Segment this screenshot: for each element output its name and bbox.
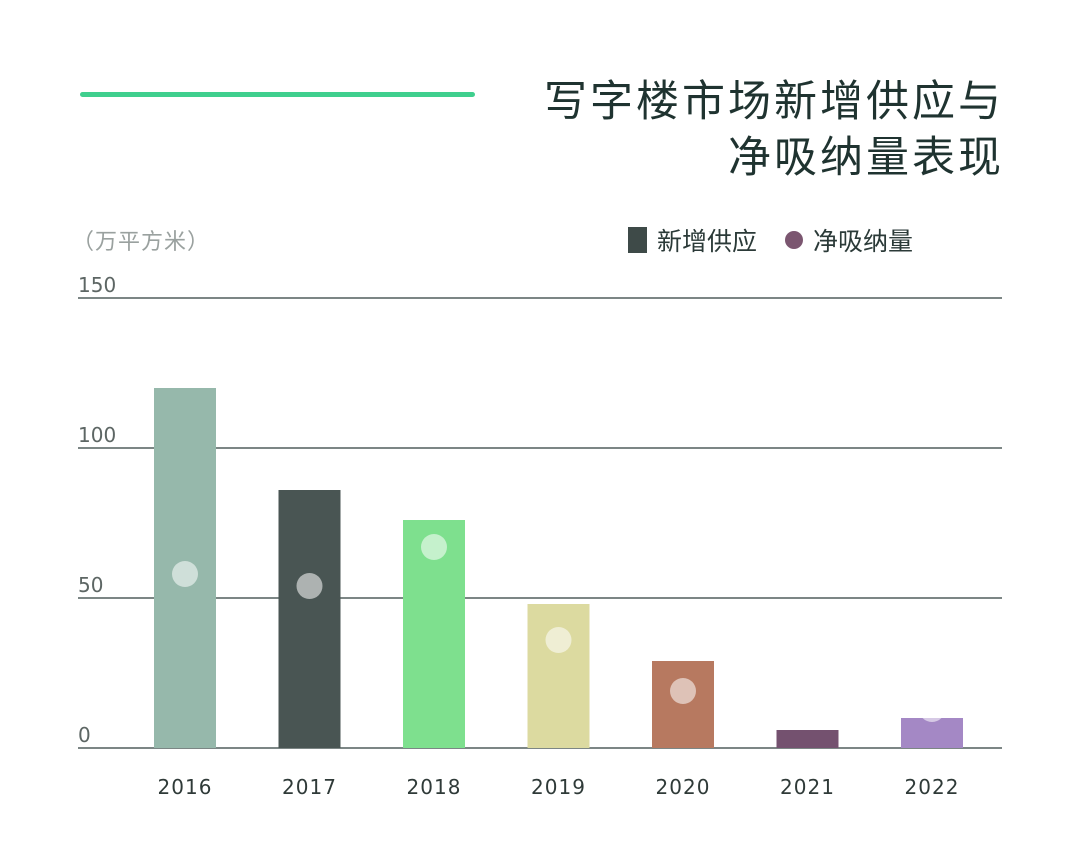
legend-label-supply: 新增供应	[657, 227, 758, 256]
y-axis-unit-label: （万平方米）	[72, 230, 211, 255]
bar-2022	[901, 718, 963, 748]
x-tick-label-2016: 2016	[158, 775, 213, 799]
y-tick-label-50: 50	[78, 573, 103, 597]
x-tick-label-2022: 2022	[905, 775, 960, 799]
x-tick-label-2020: 2020	[656, 775, 711, 799]
legend-item-absorption: 净吸纳量	[785, 222, 913, 258]
bar-2019	[527, 604, 590, 748]
bar-2017	[278, 490, 341, 748]
bar-2020	[652, 661, 714, 748]
absorption-dot-2019	[545, 627, 572, 653]
x-tick-label-2018: 2018	[407, 775, 462, 799]
legend-label-absorption: 净吸纳量	[813, 227, 914, 256]
absorption-dot-2017	[296, 573, 323, 599]
legend-square-swatch	[628, 227, 647, 253]
absorption-dot-2020	[670, 678, 696, 704]
chart-title-line-1: 写字楼市场新增供应与	[544, 77, 1004, 127]
x-tick-label-2017: 2017	[282, 775, 337, 799]
absorption-dot-2016	[172, 561, 198, 587]
y-tick-label-0: 0	[78, 723, 91, 747]
absorption-dot-2018	[421, 534, 447, 560]
title-accent-line	[80, 92, 475, 97]
legend-dot-swatch	[785, 231, 804, 249]
x-tick-label-2021: 2021	[780, 775, 835, 799]
absorption-dot-2021	[794, 672, 821, 698]
chart-legend: 新增供应 净吸纳量	[628, 222, 941, 258]
y-tick-label-100: 100	[78, 423, 116, 447]
y-tick-label-150: 150	[78, 273, 116, 297]
legend-item-supply: 新增供应	[628, 222, 757, 258]
x-tick-label-2019: 2019	[531, 775, 586, 799]
bar-2021	[776, 730, 839, 748]
chart-title: 写字楼市场新增供应与 净吸纳量表现	[544, 74, 1004, 186]
absorption-dot-2022	[919, 696, 945, 722]
chart-title-line-2: 净吸纳量表现	[728, 133, 1004, 183]
